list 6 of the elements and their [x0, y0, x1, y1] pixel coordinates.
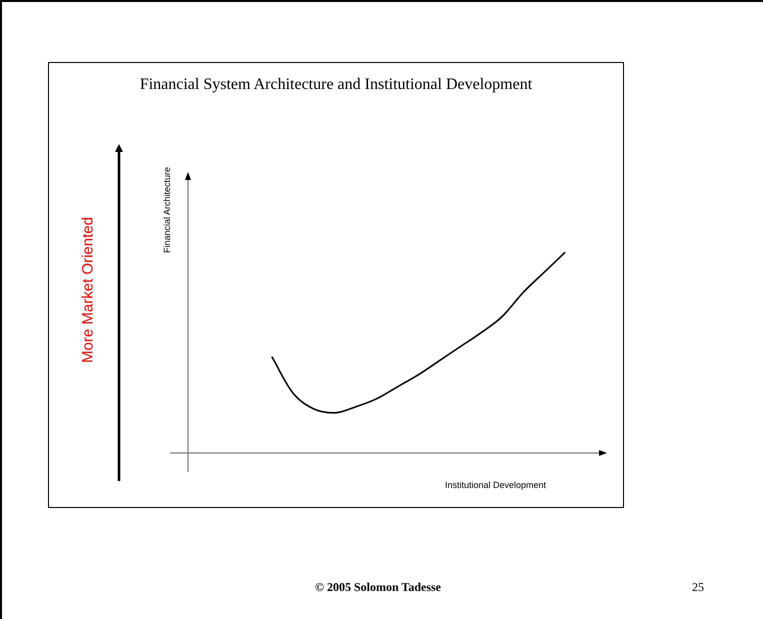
chart-title: Financial System Architecture and Institutional Development	[138, 76, 534, 94]
text: © 2005 Solomon Tadesse	[315, 580, 441, 595]
x-axis-title: Institutional Development	[445, 480, 546, 490]
text: 25	[692, 580, 704, 595]
text: More Market Oriented	[80, 217, 96, 363]
y-axis-title: Financial Architecture	[162, 166, 172, 254]
